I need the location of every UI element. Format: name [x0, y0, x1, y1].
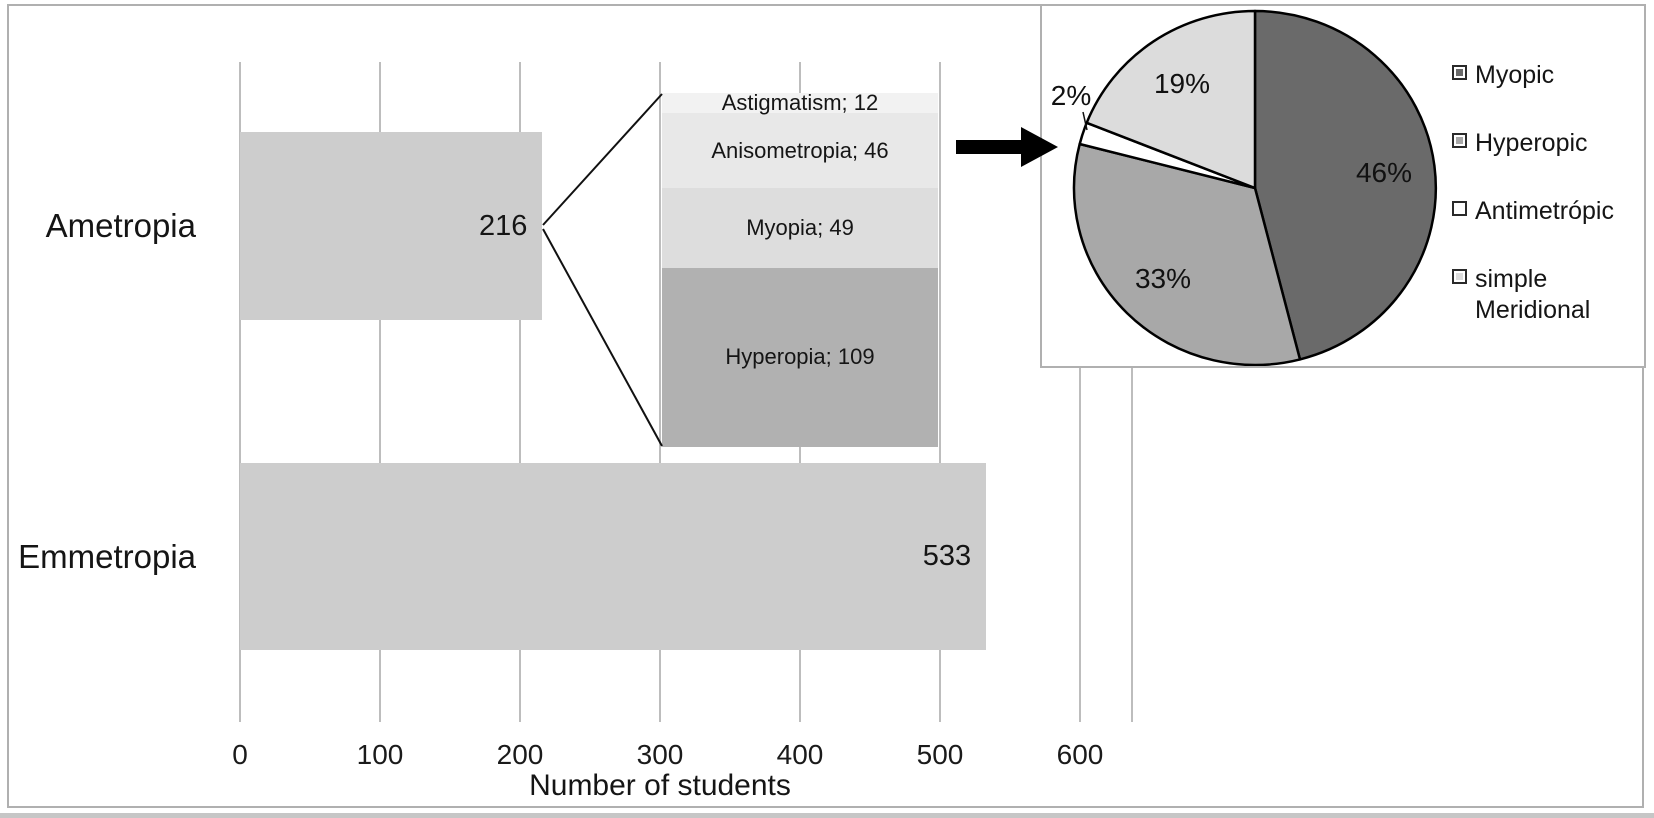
- legend-label: Myopic: [1475, 61, 1555, 89]
- category-label-ametropia: Ametropia: [45, 207, 196, 244]
- pie-chart: 46% 33% 2% 19%: [1051, 9, 1438, 366]
- legend-item-hyperopic: Hyperopic: [1452, 128, 1644, 159]
- tick-label-600: 600: [1056, 739, 1104, 770]
- legend-label: Antimetrópic: [1475, 197, 1614, 225]
- segment-label-hyperopia: Hyperopia; 109: [725, 344, 875, 370]
- gridline-100: [379, 62, 381, 722]
- gridline-500: [939, 62, 941, 722]
- pie-pct-label-hyperopic: 33%: [1135, 263, 1191, 294]
- tick-label-0: 0: [232, 739, 248, 770]
- pie-slice-hyperopic: [1072, 142, 1302, 366]
- segment-astigmatism: [662, 93, 938, 113]
- tick-label-200: 200: [496, 739, 544, 770]
- gridline-0: [239, 62, 241, 722]
- pie-slice-simple-meridional: [1085, 9, 1257, 190]
- legend-item-myopic: Myopic: [1452, 60, 1644, 91]
- pie-panel: 46% 33% 2% 19% Myopic Hyperopic Antimetrópic s…: [1040, 4, 1646, 368]
- segment-myopia: [662, 188, 938, 269]
- segment-label-astigmatism: Astigmatism; 12: [721, 90, 879, 115]
- tick-label-500: 500: [916, 739, 964, 770]
- legend-marker-fill: [1456, 205, 1463, 212]
- bar-ametropia: [240, 132, 543, 320]
- bottom-edge-strip: [0, 813, 1654, 818]
- pie-pct-label-antimetrópic: 2%: [1051, 80, 1091, 111]
- pie-leader-line: [1082, 111, 1088, 131]
- legend-label: Hyperopic: [1475, 129, 1588, 157]
- legend-marker-icon: [1452, 201, 1467, 216]
- legend-marker-fill: [1456, 137, 1463, 144]
- legend-marker-fill: [1456, 69, 1463, 76]
- bar-value-ametropia: 216: [479, 210, 528, 242]
- x-axis-title: Number of students: [529, 769, 791, 802]
- pie-pct-label-myopic: 46%: [1356, 157, 1412, 188]
- pie-pct-label-simple-meridional: 19%: [1154, 68, 1210, 99]
- segment-hyperopia: [662, 268, 938, 447]
- tick-label-400: 400: [776, 739, 824, 770]
- figure-border: [7, 4, 1644, 808]
- bar-value-emmetropia: 533: [922, 540, 972, 572]
- tick-label-100: 100: [356, 739, 404, 770]
- bar-emmetropia: [240, 463, 987, 650]
- segment-label-anisometropia: Anisometropia; 46: [711, 137, 889, 163]
- legend-marker-fill: [1456, 273, 1463, 280]
- legend-marker-icon: [1452, 65, 1467, 80]
- legend-item-antimetrópic: Antimetrópic: [1452, 196, 1644, 227]
- plot-area-right-border: [1131, 62, 1133, 722]
- gridline-200: [519, 62, 521, 722]
- segment-anisometropia: [662, 112, 938, 189]
- category-label-emmetropia: Emmetropia: [18, 537, 196, 575]
- segment-label-myopia: Myopia; 49: [746, 215, 854, 241]
- legend-label: simple Meridional: [1475, 265, 1591, 324]
- tick-label-300: 300: [636, 739, 684, 770]
- gridline-600: [1079, 62, 1081, 722]
- legend-item-simple-meridional: simple Meridional: [1452, 264, 1644, 326]
- pie-slice-myopic: [1253, 9, 1438, 361]
- legend-marker-icon: [1452, 269, 1467, 284]
- legend-marker-icon: [1452, 133, 1467, 148]
